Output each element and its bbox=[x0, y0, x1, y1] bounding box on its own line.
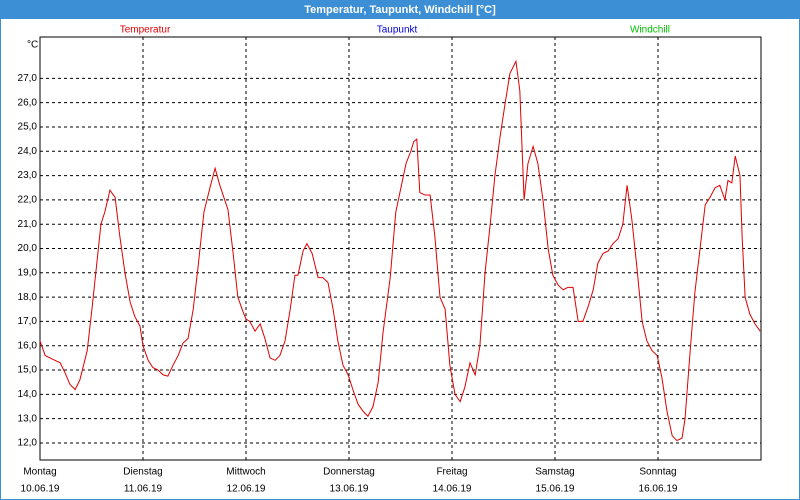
legend-entry: Taupunkt bbox=[377, 25, 418, 36]
y-tick-label: 22,0 bbox=[18, 195, 38, 206]
x-tick-label: 12.06.19 bbox=[227, 484, 266, 495]
x-tick-label: Montag bbox=[23, 467, 56, 478]
legend-entry: Temperatur bbox=[120, 25, 171, 36]
y-tick-label: 21,0 bbox=[18, 219, 38, 230]
chart-title: Temperatur, Taupunkt, Windchill [°C] bbox=[304, 4, 496, 16]
y-tick-label: 18,0 bbox=[18, 292, 38, 303]
y-unit: °C bbox=[27, 40, 38, 51]
x-tick-label: Mittwoch bbox=[226, 467, 265, 478]
y-tick-label: 17,0 bbox=[18, 316, 38, 327]
x-tick-label: 10.06.19 bbox=[21, 484, 60, 495]
y-tick-label: 20,0 bbox=[18, 243, 38, 254]
x-tick-label: 16.06.19 bbox=[639, 484, 678, 495]
series-line bbox=[39, 59, 761, 442]
y-tick-label: 12,0 bbox=[18, 438, 38, 449]
legend-entry: Windchill bbox=[630, 25, 670, 36]
x-tick-label: 15.06.19 bbox=[536, 484, 575, 495]
y-tick-label: 25,0 bbox=[18, 122, 38, 133]
y-tick-label: 19,0 bbox=[18, 267, 38, 278]
x-tick-label: 11.06.19 bbox=[124, 484, 163, 495]
x-tick-label: Samstag bbox=[535, 467, 574, 478]
x-tick-label: Freitag bbox=[436, 467, 467, 478]
x-tick-label: Donnerstag bbox=[323, 467, 375, 478]
y-tick-label: 23,0 bbox=[18, 170, 38, 181]
y-tick-label: 16,0 bbox=[18, 340, 38, 351]
x-tick-label: 14.06.19 bbox=[433, 484, 472, 495]
x-tick-label: Sonntag bbox=[639, 467, 676, 478]
y-tick-label: 13,0 bbox=[18, 413, 38, 424]
title-bar bbox=[0, 0, 800, 19]
y-tick-label: 24,0 bbox=[18, 146, 38, 157]
y-tick-label: 26,0 bbox=[18, 97, 38, 108]
x-tick-label: Dienstag bbox=[123, 467, 162, 478]
x-tick-label: 13.06.19 bbox=[330, 484, 369, 495]
y-tick-label: 14,0 bbox=[18, 389, 38, 400]
y-tick-label: 27,0 bbox=[18, 73, 38, 84]
y-tick-label: 15,0 bbox=[18, 365, 38, 376]
